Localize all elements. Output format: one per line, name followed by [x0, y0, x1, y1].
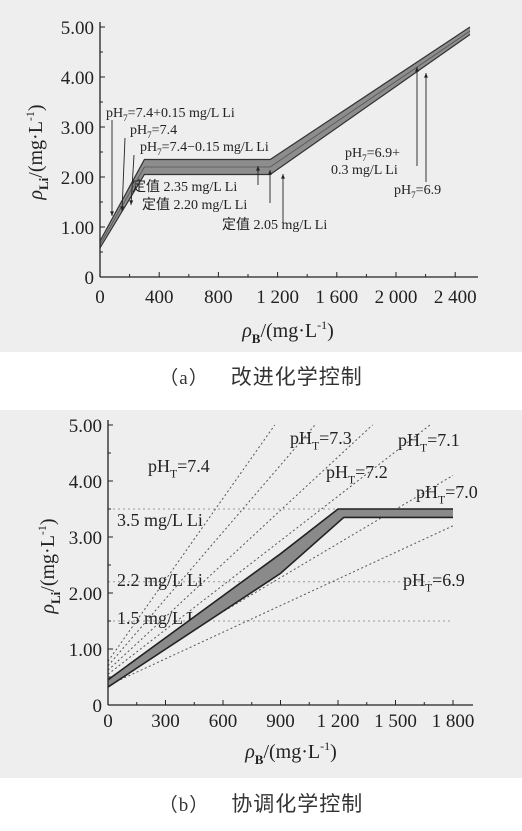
x-tick-label: 1 600: [315, 287, 358, 308]
annotation-arrow-5-head: [281, 174, 285, 179]
annotation-arrow-3-head: [256, 166, 260, 171]
y-tick-label: 3.00: [61, 118, 94, 139]
x-tick-label: 300: [151, 711, 180, 732]
y-tick-label: 5.00: [69, 416, 102, 437]
annotation-label-4: 定值 2.20 mg/L Li: [142, 197, 247, 213]
annotation-arrow-6-head: [415, 67, 419, 72]
ph-curve-3: [107, 424, 431, 675]
caption-a: （a） 改进化学控制: [0, 361, 522, 391]
annotation-arrow-7-head: [424, 73, 428, 78]
y-tick-label: 2.00: [69, 584, 102, 605]
x-axis-label: ρB/(mg·L-1): [244, 739, 337, 767]
x-tick-label: 800: [204, 287, 233, 308]
band-edge-1: [107, 516, 453, 688]
band-fill: [108, 509, 453, 688]
x-tick-label: 2 400: [434, 287, 477, 308]
x-tick-label: 900: [266, 711, 295, 732]
annotation-label-5: 定值 2.05 mg/L Li: [222, 217, 327, 233]
reference-label-1: 2.2 mg/L Li: [117, 570, 203, 590]
ph-curve-2: [107, 424, 373, 671]
series-line-1: [99, 34, 471, 249]
x-tick-label: 1 800: [432, 711, 475, 732]
ph-curve-1: [107, 424, 316, 667]
x-tick-label: 2 000: [375, 287, 418, 308]
y-tick-label: 0: [85, 268, 95, 289]
annotation-label-6b: 0.3 mg/L Li: [331, 163, 398, 178]
y-axis-label: ρLi/(mg·L-1): [23, 104, 51, 200]
y-tick-label: 3.00: [69, 528, 102, 549]
reference-label-0: 3.5 mg/L Li: [117, 510, 203, 530]
chart-a: 0 400 800 1 200 1 600 2 000 2 400 0 1.00 2.00 3.00…: [23, 18, 478, 346]
annotation-label-3: 定值 2.35 mg/L Li: [132, 179, 237, 195]
x-axis-label: ρB/(mg·L-1): [241, 318, 334, 346]
caption-b-tag: （b）: [158, 795, 210, 816]
annotation-arrow-1: [121, 137, 126, 212]
annotation-arrow-2: [130, 154, 135, 206]
caption-b: （b） 协调化学控制: [0, 788, 522, 818]
y-axis-label: ρLi/(mg·L-1): [35, 518, 63, 614]
ph-curve-5: [107, 525, 454, 686]
chart-panel-b: 3.5 mg/L Li 2.2 mg/L Li 1.5 mg/L Li pHT=7.4…: [0, 410, 522, 778]
y-tick-label: 4.00: [61, 68, 94, 89]
curve-label-5: pHT=6.9: [403, 570, 465, 594]
band-edge-0: [107, 508, 453, 681]
y-tick-label: 2.00: [61, 168, 94, 189]
chart-panel-a: 0 400 800 1 200 1 600 2 000 2 400 0 1.00 2.00 3.00…: [0, 0, 522, 352]
reference-label-2: 1.5 mg/L Li: [117, 608, 203, 628]
x-tick-label: 0: [103, 711, 113, 732]
y-tick-label: 5.00: [61, 18, 94, 39]
curve-label-1: pHT=7.3: [290, 428, 352, 452]
annotation-label-0: pH7=7.4+0.15 mg/L Li: [106, 106, 235, 123]
y-tick-label: 4.00: [69, 472, 102, 493]
x-tick-label: 1 200: [317, 711, 360, 732]
y-tick-label: 1.00: [61, 218, 94, 239]
curve-label-3: pHT=7.1: [398, 430, 460, 454]
annotation-arrow-0-head: [110, 211, 114, 216]
x-tick-label: 600: [209, 711, 238, 732]
curve-label-4: pHT=7.0: [416, 482, 478, 506]
y-tick-label: 0: [93, 696, 103, 717]
caption-b-text: 协调化学控制: [231, 792, 364, 816]
annotation-arrow-1-head: [120, 206, 125, 211]
annotation-label-7: pH7=6.9: [394, 183, 441, 200]
annotation-arrow-2-head: [129, 200, 134, 205]
x-tick-label: 1 500: [374, 711, 417, 732]
ph-curve-0: [107, 424, 276, 662]
curve-label-0: pHT=7.4: [148, 456, 210, 480]
x-tick-label: 1 200: [256, 287, 299, 308]
annotation-label-2: pH7=7.4−0.15 mg/L Li: [140, 140, 269, 157]
chart-b: 3.5 mg/L Li 2.2 mg/L Li 1.5 mg/L Li pHT=7.4…: [35, 416, 478, 767]
caption-a-tag: （a）: [159, 368, 209, 389]
y-tick-label: 1.00: [69, 640, 102, 661]
curve-label-2: pHT=7.2: [326, 462, 388, 486]
annotation-arrow-4-head: [268, 170, 272, 175]
annotation-label-6: pH7=6.9+: [345, 146, 400, 163]
annotation-label-1: pH7=7.4: [130, 123, 177, 140]
x-tick-label: 0: [95, 287, 105, 308]
caption-a-text: 改进化学控制: [230, 365, 363, 389]
x-tick-label: 400: [145, 287, 174, 308]
